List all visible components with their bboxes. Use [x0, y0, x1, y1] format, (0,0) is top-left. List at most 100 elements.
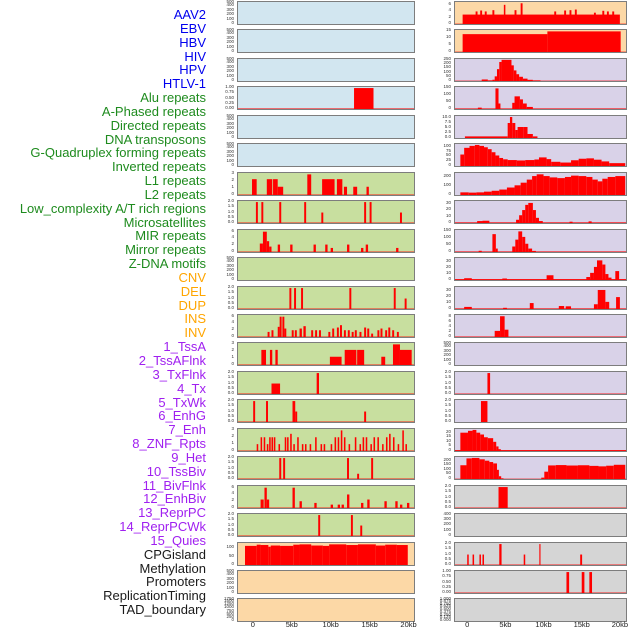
bar [511, 65, 514, 81]
y-tick-label: 1 [231, 440, 234, 446]
bar [404, 298, 407, 309]
bar [581, 572, 585, 593]
bar [487, 149, 492, 166]
bar [601, 161, 610, 166]
bar [263, 437, 266, 451]
bar [544, 471, 549, 479]
bar [271, 383, 281, 394]
y-tick-column: 500 400 300 200 100 0 [209, 255, 236, 281]
y-tick-label: 400 [226, 59, 234, 65]
bar [516, 219, 520, 223]
bar [347, 458, 349, 479]
bar [299, 544, 312, 565]
track-panel [237, 371, 415, 395]
bar [602, 10, 605, 24]
bar [616, 297, 620, 309]
y-tick-label: 200 [443, 521, 451, 526]
bar [340, 325, 342, 337]
y-tick-label: 500 [226, 141, 234, 146]
track-panel [454, 229, 627, 253]
y-tick-label: 1750 [223, 596, 234, 601]
y-tick-label: 2.0 [444, 369, 451, 375]
bar [328, 331, 331, 337]
y-tick-label: 100 [226, 43, 234, 49]
bar [297, 437, 299, 451]
y-tick-column: 2.0 1.5 1.0 0.5 0.0 [430, 369, 453, 395]
y-tick-label: 0 [231, 134, 234, 139]
track-panel [237, 456, 415, 480]
bar [350, 515, 353, 536]
row-label: 13_ReprPC [138, 505, 206, 521]
bar [238, 108, 414, 109]
bar [501, 478, 504, 479]
y-tick-label: 0.5 [227, 526, 234, 532]
bar [507, 160, 517, 166]
bar [371, 458, 374, 479]
bar [270, 545, 281, 565]
y-tick-label: 1.0 [227, 208, 234, 214]
y-tick-label: 0.5 [227, 469, 234, 475]
bar [314, 502, 317, 508]
bars-svg [455, 202, 626, 223]
bar [311, 330, 314, 337]
row-label: 5_TxWk [158, 394, 206, 410]
bar [528, 202, 533, 223]
bar [498, 449, 501, 451]
bar [396, 545, 408, 565]
bar [472, 554, 475, 565]
bar [385, 544, 397, 565]
bar [580, 554, 583, 565]
track-panel [237, 342, 415, 366]
bar [332, 328, 335, 337]
y-tick-column: 2.0 1.5 1.0 0.5 0.0 [209, 370, 236, 395]
bar [269, 437, 271, 451]
y-tick-label: 0 [448, 333, 451, 338]
y-tick-label: 1500 [223, 598, 234, 604]
y-tick-label: 200 [443, 456, 451, 462]
row-label: A-Phased repeats [101, 103, 206, 119]
y-tick-label: 0 [231, 589, 234, 594]
bar [606, 11, 609, 24]
y-tick-label: 500 [226, 27, 234, 32]
bar [294, 330, 297, 337]
bars-svg [238, 430, 414, 451]
bar [469, 145, 475, 166]
y-tick-label: 0 [231, 248, 234, 253]
y-tick-label: 0.25 [442, 583, 451, 589]
bar [392, 437, 395, 451]
track-panel [454, 314, 627, 338]
bar [460, 154, 465, 166]
bar [504, 329, 509, 337]
y-tick-label: 0 [231, 162, 234, 167]
y-tick-label: 2.0 [444, 483, 451, 489]
y-tick-label: 4 [231, 234, 234, 240]
bar [322, 179, 335, 195]
bar [532, 250, 536, 252]
bar [500, 316, 505, 337]
track-panel [237, 29, 415, 53]
y-tick-label: 2 [231, 347, 234, 353]
y-tick-label: 500 [226, 113, 234, 118]
y-tick-label: 400 [443, 511, 451, 516]
bar [588, 221, 592, 223]
bar [399, 349, 412, 365]
y-tick-label: 0 [231, 617, 234, 622]
y-tick-column: 200 150 100 50 0 [430, 456, 453, 480]
y-tick-label: 6 [448, 318, 451, 324]
bar [361, 247, 364, 252]
row-label: INS [184, 311, 206, 327]
y-tick-label: 500 [226, 568, 234, 573]
y-tick-label: 1.5 [444, 545, 451, 551]
bar [612, 11, 615, 24]
bar [464, 147, 470, 166]
bar [520, 182, 527, 195]
y-tick-label: 4 [448, 323, 451, 329]
y-tick-label: 1.0 [227, 464, 234, 470]
track-panel [237, 257, 415, 281]
y-tick-label: 300 [443, 347, 451, 353]
bar [506, 187, 515, 195]
bars-svg [455, 457, 626, 479]
y-tick-label: 100 [226, 544, 234, 550]
bar [523, 127, 528, 138]
